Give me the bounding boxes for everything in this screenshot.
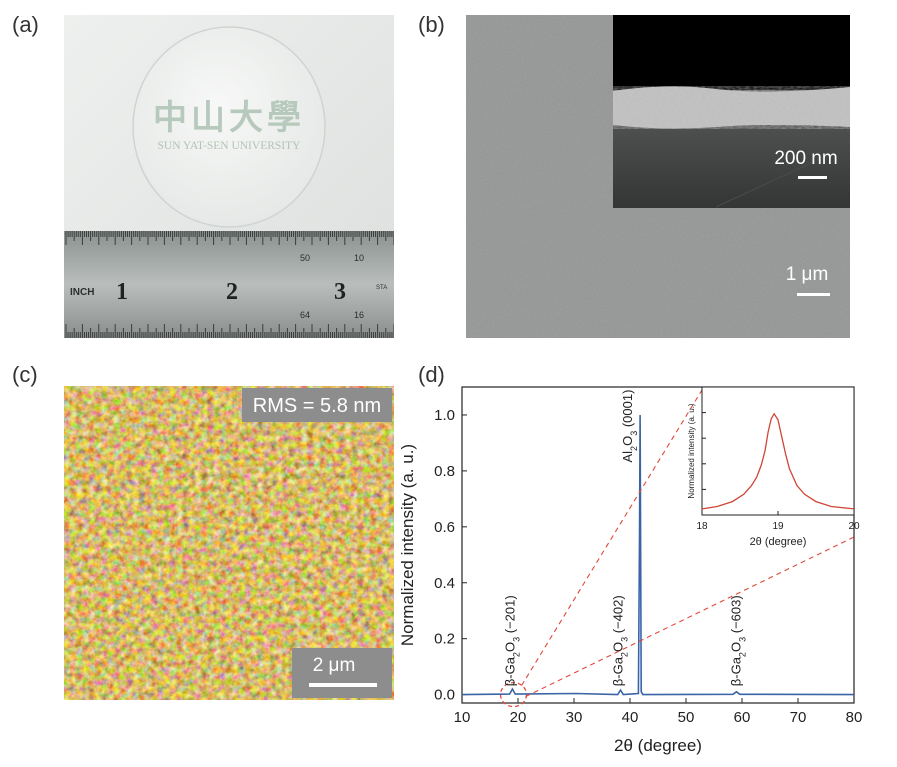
- ruler-small-16: 16: [354, 310, 364, 320]
- wafer-logo-subtext: SUN YAT-SEN UNIVERSITY: [158, 140, 302, 152]
- afm-image: RMS = 5.8 nm 2 μm: [64, 386, 394, 700]
- y-tick-label: 0.6: [434, 519, 455, 536]
- peak-annotation: β-Ga2O3 (−603): [728, 595, 747, 686]
- x-tick-label: 80: [846, 709, 863, 726]
- sem-image: 200 nm 1 μm: [466, 15, 850, 338]
- xrd-series-line: [461, 414, 855, 696]
- plot-frame: [461, 386, 855, 704]
- inset-x-tick-label: 20: [848, 521, 860, 532]
- zoom-circle: [499, 681, 528, 708]
- peak-annotation: β-Ga2O3 (−402): [610, 595, 629, 686]
- ruler-num-1: 1: [116, 279, 128, 305]
- y-tick-label: 0.8: [434, 463, 455, 480]
- y-tick-label: 1.0: [434, 407, 455, 424]
- sem-inset-scale-bar: [798, 176, 827, 179]
- ruler-small-10: 10: [354, 253, 364, 263]
- inset-x-axis-label: 2θ (degree): [750, 536, 807, 548]
- sem-inset: 200 nm: [613, 15, 850, 208]
- sem-scale-label: 1 μm: [786, 264, 829, 285]
- wafer-disc: [132, 26, 326, 228]
- x-tick-label: 40: [622, 709, 639, 726]
- afm-scale-box: [292, 648, 392, 698]
- ruler-small-64: 64: [300, 310, 310, 320]
- y-tick-label: 0.4: [434, 575, 455, 592]
- panel-d-label: (d): [418, 362, 445, 387]
- peak-annotation: β-Ga2O3 (−201): [502, 595, 521, 686]
- wafer-photo: 中山大學 SUN YAT-SEN UNIVERSITY INCH 1 2 3 5…: [64, 15, 394, 338]
- inset-frame: [701, 386, 855, 516]
- afm-scale-bar: [309, 683, 377, 687]
- ruler-inch-label: INCH: [70, 287, 94, 298]
- rms-label-box: [242, 388, 392, 422]
- ruler: [64, 231, 394, 338]
- x-tick-label: 50: [678, 709, 695, 726]
- x-axis-label: 2θ (degree): [614, 736, 702, 755]
- rms-label: RMS = 5.8 nm: [253, 395, 381, 417]
- ruler-num-2: 2: [226, 279, 238, 305]
- panel-c-label: (c): [12, 362, 38, 387]
- sem-inset-scale-label: 200 nm: [774, 148, 837, 169]
- inset-series-line: [701, 412, 855, 510]
- inset-x-tick-label: 18: [696, 521, 708, 532]
- x-tick-label: 70: [790, 709, 807, 726]
- x-tick-label: 60: [734, 709, 751, 726]
- wafer-logo: 中山大學: [153, 99, 305, 137]
- ruler-small-50: 50: [300, 253, 310, 263]
- panel-b-label: (b): [418, 12, 445, 37]
- x-tick-label: 20: [510, 709, 527, 726]
- zoom-guide-line: [525, 536, 855, 698]
- y-axis-label: Normalized intensity (a. u.): [398, 444, 417, 646]
- ruler-num-3: 3: [334, 279, 346, 305]
- inset-y-axis-label: Normalized intensity (a. u.): [687, 403, 696, 498]
- ruler-std-label: STA: [376, 285, 387, 291]
- x-tick-label: 10: [454, 709, 471, 726]
- y-tick-label: 0.2: [434, 631, 455, 648]
- inset-x-tick-label: 19: [772, 521, 784, 532]
- panel-a-label: (a): [12, 12, 39, 37]
- afm-scale-label: 2 μm: [313, 655, 356, 676]
- peak-annotation: Al2O3 (0001): [620, 390, 639, 463]
- zoom-guide-line: [521, 389, 703, 686]
- y-tick-label: 0.0: [434, 687, 455, 704]
- sem-scale-bar: [797, 293, 830, 296]
- x-tick-label: 30: [566, 709, 583, 726]
